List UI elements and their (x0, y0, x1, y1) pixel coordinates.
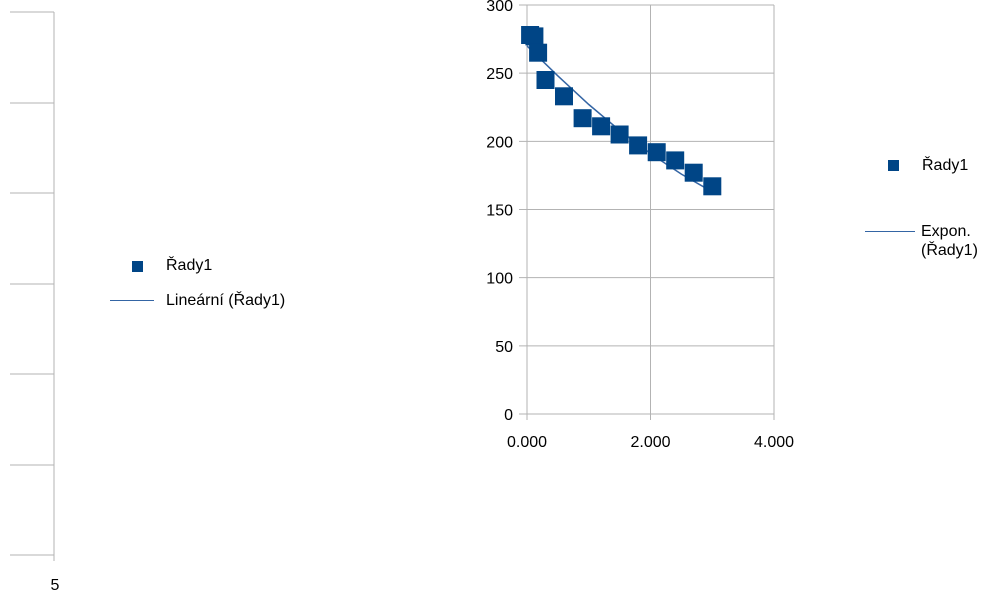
data-point (536, 71, 555, 89)
main-chart-axes (526, 5, 774, 415)
data-point (629, 136, 648, 155)
x-tick-label: 0.000 (507, 434, 547, 451)
legend-series-label: Řady1 (166, 257, 213, 274)
left-legend: Řady1 Lineární (Řady1) (110, 255, 330, 315)
legend-series-marker (132, 261, 143, 272)
legend-series-label: Řady1 (922, 157, 969, 174)
trendline (526, 45, 713, 193)
main-chart-grid (519, 4, 775, 420)
legend-trend-label-line1: Expon. (921, 223, 971, 240)
data-point (529, 43, 548, 62)
y-tick-label: 50 (495, 339, 513, 356)
right-legend: Řady1 Expon. (Řady1) (865, 155, 993, 275)
data-point (573, 109, 592, 128)
data-point (647, 143, 666, 162)
legend-trend-label-line2: (Řady1) (921, 242, 978, 259)
y-tick-label: 250 (486, 66, 513, 83)
y-tick-label: 150 (486, 203, 513, 220)
data-point (592, 117, 611, 136)
data-point (525, 27, 544, 46)
data-point (666, 151, 685, 170)
legend-trend-line (110, 300, 154, 301)
data-point (703, 177, 722, 196)
main-chart-points (521, 26, 722, 196)
y-tick-label: 300 (486, 0, 513, 15)
main-chart-trendline-group (526, 45, 713, 193)
main-chart-tick-labels: 0 50 100 150 200 250 300 0.000 2.000 4.000 (486, 0, 794, 451)
x-tick-label: 4.000 (754, 434, 794, 451)
data-point (555, 87, 573, 106)
y-tick-label: 200 (486, 134, 513, 151)
data-point (684, 163, 703, 182)
y-tick-label: 100 (486, 271, 513, 288)
left-x-tick-label: 5 (51, 577, 60, 591)
legend-series-marker (888, 160, 899, 171)
left-partial-chart: 5 (10, 11, 60, 594)
legend-trend-line (865, 231, 915, 232)
legend-trend-label: Lineární (Řady1) (166, 292, 286, 309)
y-tick-label: 0 (504, 407, 513, 424)
x-tick-label: 2.000 (630, 434, 670, 451)
data-point (610, 125, 629, 144)
